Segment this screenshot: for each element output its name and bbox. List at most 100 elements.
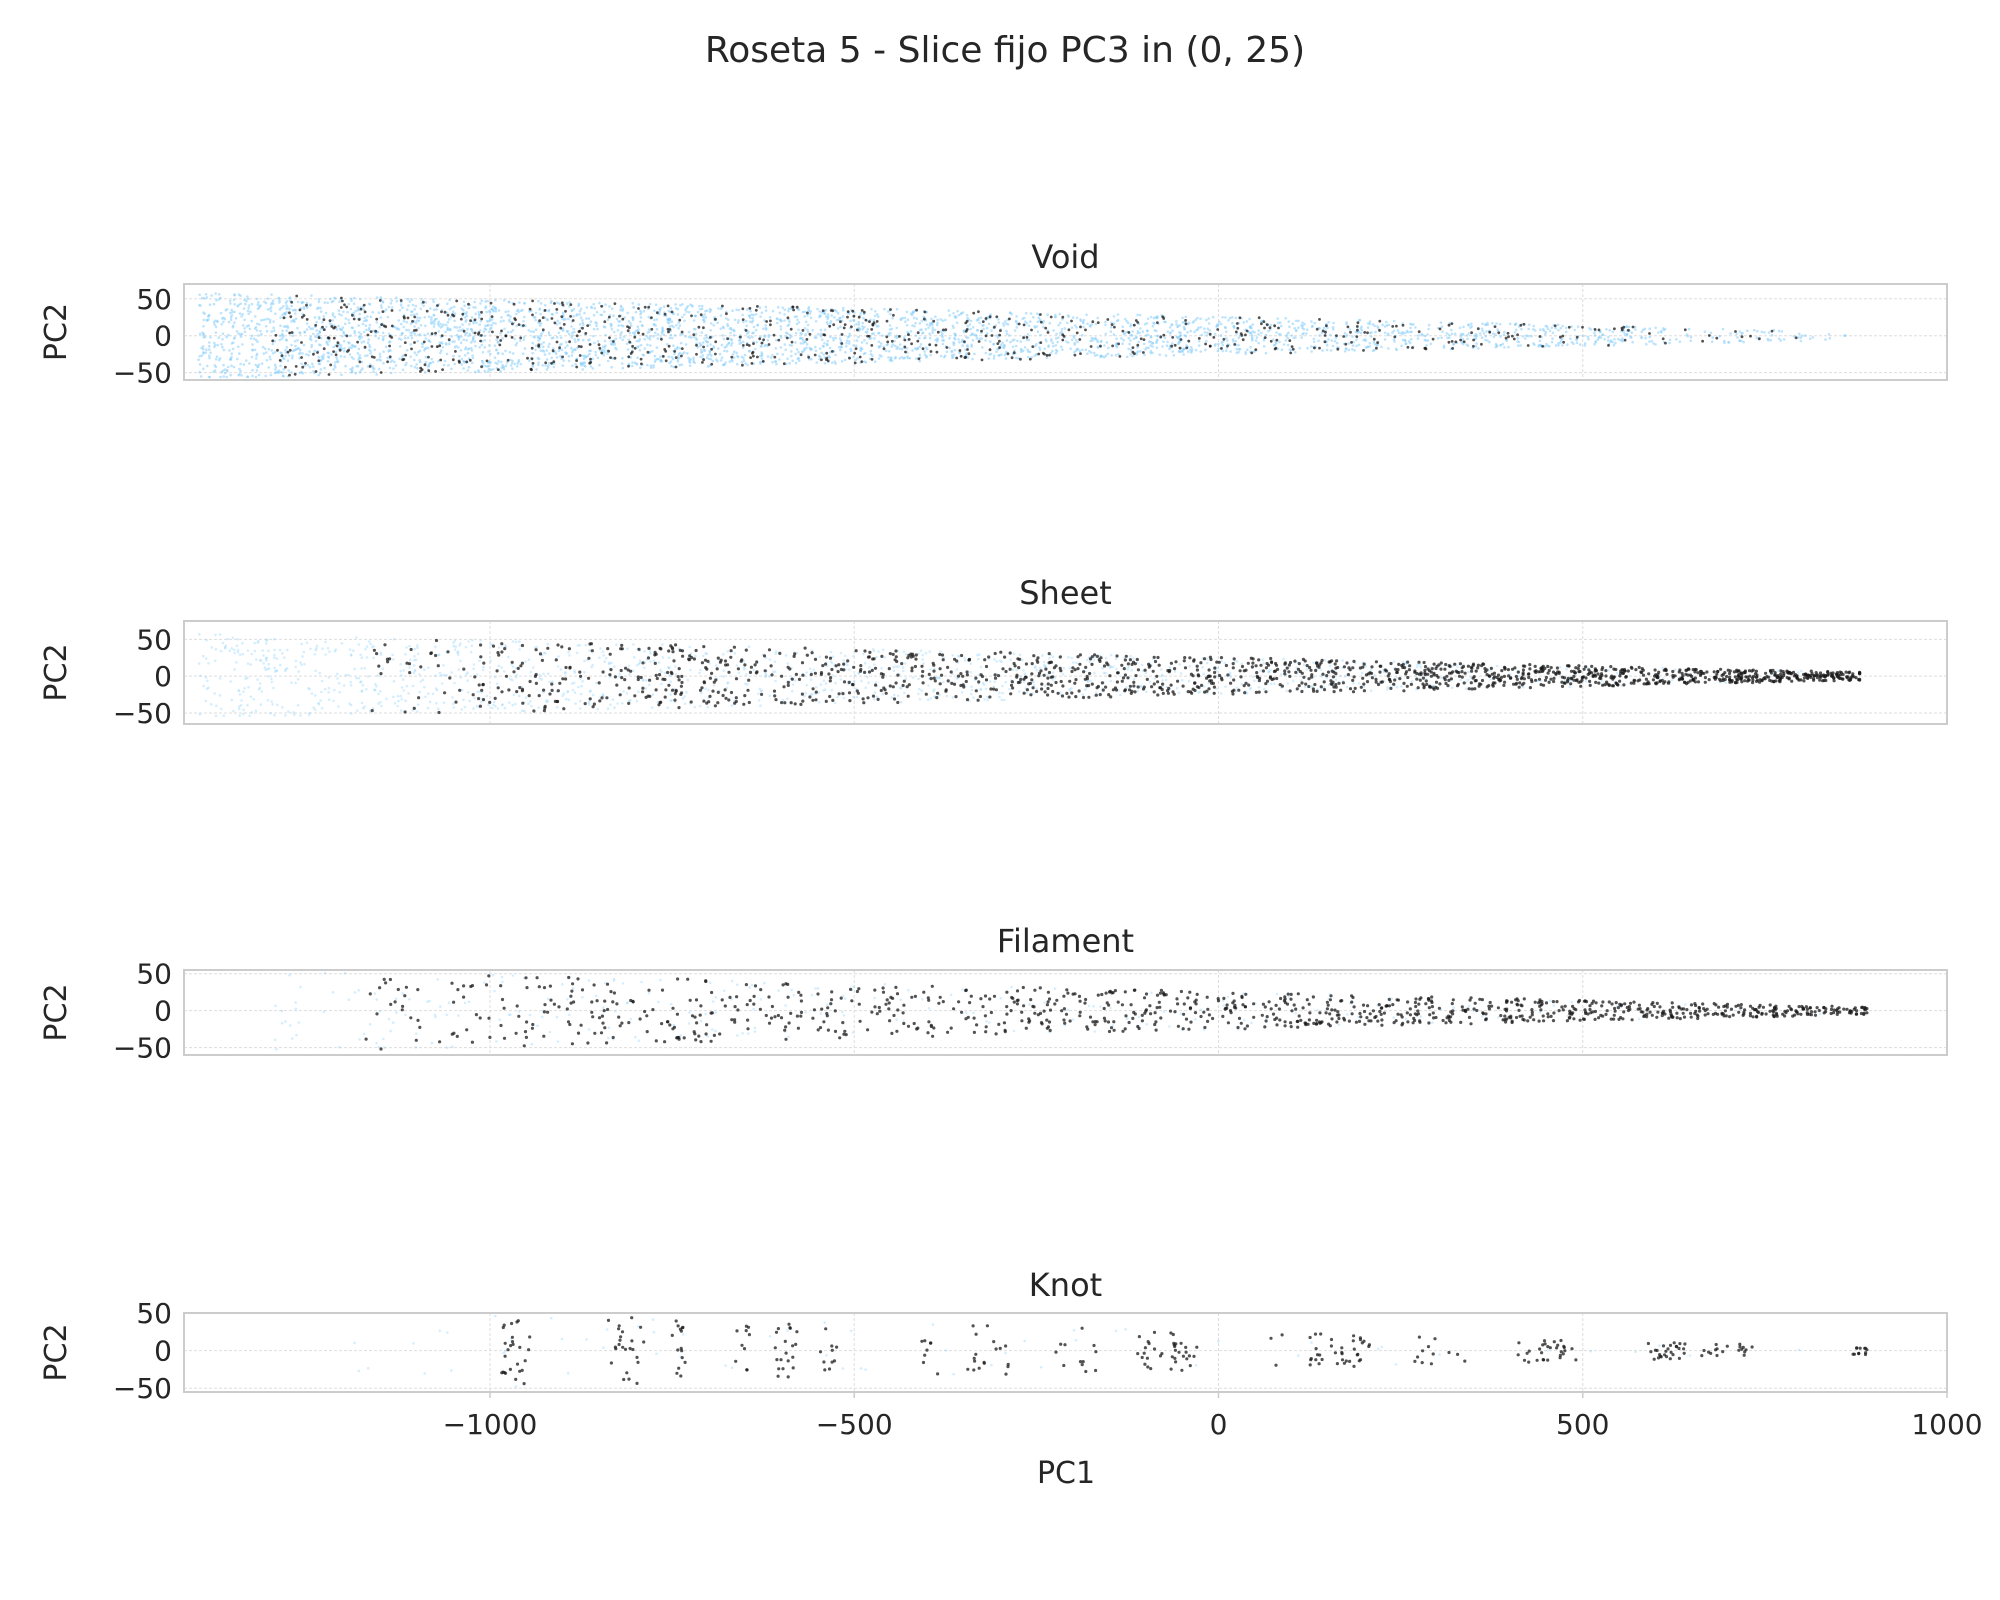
scatter-point: [1561, 334, 1565, 338]
scatter-point: [562, 359, 565, 362]
scatter-point: [252, 697, 255, 701]
scatter-point: [1524, 337, 1527, 340]
scatter-point: [769, 356, 773, 359]
scatter-point: [631, 669, 635, 672]
scatter-point: [598, 363, 601, 367]
scatter-point: [930, 317, 933, 321]
scatter-point: [477, 316, 481, 319]
scatter-point: [314, 335, 317, 339]
scatter-point: [436, 304, 439, 307]
scatter-point: [1263, 336, 1267, 339]
scatter-point: [888, 324, 892, 327]
scatter-point: [714, 340, 718, 344]
scatter-point: [335, 344, 339, 348]
scatter-point: [229, 318, 233, 322]
scatter-point: [1533, 329, 1537, 332]
scatter-point: [309, 327, 313, 331]
scatter-point: [1343, 331, 1347, 335]
scatter-point: [648, 683, 651, 687]
scatter-point: [820, 338, 824, 342]
scatter-point: [1322, 326, 1326, 330]
scatter-point: [470, 346, 473, 350]
scatter-point: [334, 648, 338, 651]
scatter-point: [1369, 668, 1373, 671]
scatter-point: [452, 641, 455, 644]
scatter-point: [307, 353, 311, 357]
scatter-point: [794, 352, 797, 356]
scatter-point: [218, 694, 222, 697]
scatter-point: [230, 698, 234, 702]
scatter-point: [380, 323, 383, 326]
scatter-point: [1067, 655, 1070, 659]
scatter-point: [1686, 334, 1689, 338]
scatter-point: [374, 329, 378, 333]
scatter-point: [281, 329, 284, 333]
scatter-point: [352, 357, 355, 361]
scatter-point: [1395, 324, 1398, 328]
scatter-point: [625, 692, 629, 695]
scatter-point: [322, 318, 326, 321]
scatter-point: [1827, 333, 1831, 336]
scatter-point: [442, 664, 445, 667]
scatter-point: [1395, 676, 1399, 679]
scatter-point: [427, 315, 431, 319]
scatter-point: [1285, 689, 1288, 693]
scatter-point: [882, 345, 886, 349]
scatter-point: [778, 358, 781, 361]
scatter-point: [869, 353, 873, 356]
scatter-point: [1410, 680, 1414, 683]
scatter-point: [606, 707, 610, 710]
scatter-point: [204, 293, 208, 296]
scatter-point: [839, 325, 842, 329]
scatter-point: [930, 321, 934, 325]
scatter-point: [1412, 323, 1415, 326]
scatter-point: [403, 341, 407, 344]
scatter-point: [977, 310, 980, 314]
scatter-point: [1723, 339, 1726, 343]
scatter-point: [1503, 346, 1506, 349]
scatter-point: [1625, 333, 1629, 337]
scatter-point: [381, 301, 385, 304]
scatter-point: [1516, 340, 1519, 343]
scatter-point: [443, 359, 447, 363]
scatter-point: [1085, 313, 1088, 317]
scatter-point: [1368, 345, 1372, 348]
scatter-point: [611, 307, 614, 311]
scatter-point: [418, 333, 422, 336]
scatter-point: [789, 327, 793, 331]
scatter-point: [726, 324, 730, 328]
scatter-point: [1161, 315, 1165, 319]
scatter-point: [533, 336, 537, 339]
scatter-point: [491, 706, 494, 710]
scatter-point: [805, 342, 809, 346]
scatter-point: [202, 325, 205, 328]
scatter-point: [1742, 340, 1745, 344]
scatter-point: [375, 321, 379, 324]
scatter-point: [248, 714, 251, 718]
scatter-point: [1310, 320, 1313, 323]
scatter-point: [470, 349, 474, 352]
scatter-point: [1241, 338, 1245, 342]
scatter-point: [984, 351, 988, 355]
scatter-point: [813, 353, 817, 357]
scatter-point: [1151, 341, 1155, 345]
scatter-point: [661, 643, 664, 646]
scatter-point: [1043, 664, 1047, 668]
scatter-point: [664, 359, 668, 363]
scatter-point: [1461, 337, 1465, 341]
scatter-point: [920, 319, 923, 323]
scatter-point: [708, 310, 712, 314]
scatter-point: [872, 318, 876, 322]
scatter-point: [1311, 684, 1314, 688]
scatter-point: [505, 361, 509, 364]
scatter-point: [955, 321, 959, 325]
scatter-point: [901, 666, 905, 669]
scatter-point: [1075, 326, 1078, 329]
scatter-point: [626, 311, 629, 315]
scatter-point: [349, 367, 352, 371]
scatter-point: [392, 679, 396, 683]
scatter-point: [376, 330, 380, 334]
scatter-point: [281, 706, 284, 709]
scatter-point: [1186, 331, 1189, 334]
scatter-point: [1228, 671, 1232, 675]
